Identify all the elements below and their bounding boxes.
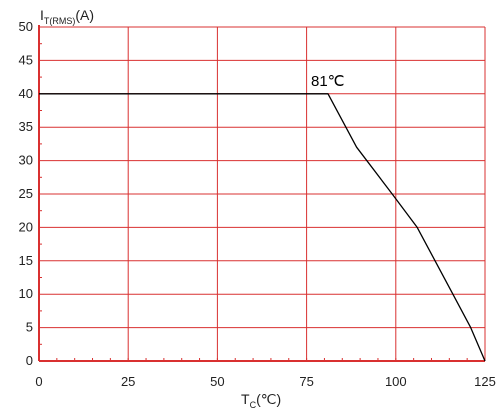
x-tick-label: 75 [299, 374, 313, 389]
grid [38, 26, 486, 362]
y-tick-label: 45 [19, 52, 33, 67]
series [39, 93, 486, 362]
y-tick-label: 35 [19, 119, 33, 134]
y-tick-label: 20 [19, 219, 33, 234]
x-tick-label: 0 [35, 374, 42, 389]
y-tick-label: 25 [19, 186, 33, 201]
x-axis-title: TC(℃) [241, 391, 281, 410]
y-tick-label: 40 [19, 86, 33, 101]
y-tick-label: 15 [19, 253, 33, 268]
x-tick-label: 25 [121, 374, 135, 389]
x-tick-label: 125 [474, 374, 496, 389]
y-tick-label: 5 [26, 320, 33, 335]
axes [38, 25, 485, 362]
x-tick-label: 50 [210, 374, 224, 389]
y-tick-label: 10 [19, 286, 33, 301]
derating-curve [39, 93, 486, 362]
y-axis-title: IT(RMS)(A) [40, 7, 94, 26]
knee-annotation: 81℃ [311, 73, 345, 90]
y-tick-label: 50 [19, 19, 33, 34]
labels: 0 5 10 15 20 25 30 35 40 45 50 0 25 50 75 100 125 [19, 19, 496, 389]
x-tick-label: 100 [385, 374, 407, 389]
y-tick-label: 30 [19, 153, 33, 168]
y-tick-label: 0 [26, 353, 33, 368]
